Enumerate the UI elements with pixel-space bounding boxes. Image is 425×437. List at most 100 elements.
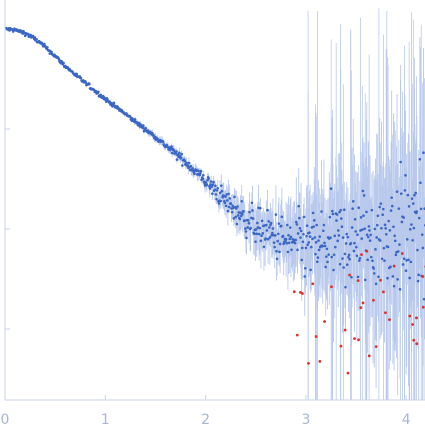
data-point xyxy=(374,282,378,286)
data-point xyxy=(403,189,407,192)
outlier-point xyxy=(374,345,378,349)
data-point xyxy=(388,229,392,232)
data-point xyxy=(139,123,143,126)
data-point xyxy=(390,196,393,199)
data-point xyxy=(383,223,387,227)
data-point xyxy=(407,205,411,208)
data-point xyxy=(229,202,233,205)
data-point xyxy=(338,210,341,214)
data-point xyxy=(288,237,292,241)
data-point xyxy=(199,172,202,175)
data-point xyxy=(384,232,388,236)
x-tick-label: 1 xyxy=(101,412,110,428)
data-point xyxy=(209,180,213,183)
data-point xyxy=(220,189,224,193)
outlier-point xyxy=(388,318,391,322)
data-point xyxy=(262,245,266,249)
data-point xyxy=(170,151,174,155)
data-point xyxy=(351,207,354,210)
data-point xyxy=(399,192,403,195)
data-point xyxy=(369,233,372,237)
data-point xyxy=(414,191,417,195)
data-point xyxy=(179,156,183,160)
data-point xyxy=(413,193,416,197)
data-point xyxy=(308,235,312,238)
data-point xyxy=(342,266,345,269)
data-point xyxy=(329,236,332,240)
data-point xyxy=(125,112,128,115)
data-point xyxy=(296,248,299,252)
data-point xyxy=(375,236,378,239)
data-point xyxy=(202,173,205,177)
data-point xyxy=(170,145,173,148)
data-point xyxy=(275,249,278,253)
data-point xyxy=(268,226,271,229)
data-point xyxy=(265,229,269,232)
data-point xyxy=(368,239,372,242)
data-point xyxy=(240,199,244,203)
data-point xyxy=(226,199,229,202)
data-point xyxy=(417,273,420,277)
outlier-point xyxy=(365,249,369,253)
outlier-point xyxy=(421,275,425,278)
data-point xyxy=(286,223,289,227)
data-point xyxy=(328,215,332,219)
data-point xyxy=(277,222,281,225)
data-point xyxy=(340,225,344,229)
data-point xyxy=(218,191,222,195)
data-point xyxy=(248,210,251,214)
data-point xyxy=(228,197,232,200)
data-point xyxy=(224,195,227,198)
data-point xyxy=(397,207,401,210)
data-point xyxy=(302,215,306,219)
data-point xyxy=(404,174,407,177)
data-point xyxy=(50,50,53,54)
data-point xyxy=(347,255,350,259)
data-point xyxy=(156,137,160,141)
data-point xyxy=(264,237,268,240)
data-point xyxy=(419,181,422,185)
data-point xyxy=(293,241,297,245)
data-point xyxy=(265,223,268,227)
data-point xyxy=(418,157,422,161)
data-point xyxy=(224,204,228,208)
data-point xyxy=(353,218,357,221)
data-point xyxy=(271,227,275,230)
data-point xyxy=(300,258,304,262)
data-point xyxy=(412,226,416,230)
data-point xyxy=(43,42,46,46)
outlier-point xyxy=(415,316,418,320)
data-point xyxy=(287,234,290,237)
data-point xyxy=(295,223,299,226)
data-point xyxy=(333,234,336,238)
data-point xyxy=(172,149,176,152)
data-point xyxy=(217,202,221,205)
data-point xyxy=(390,204,394,208)
data-point xyxy=(269,221,273,225)
data-point xyxy=(317,239,320,242)
outlier-point xyxy=(323,320,326,323)
data-point xyxy=(258,226,262,230)
outlier-point xyxy=(357,338,360,342)
data-point xyxy=(324,265,327,269)
data-point xyxy=(353,241,356,245)
data-point xyxy=(181,164,184,167)
data-point xyxy=(255,232,259,236)
data-point xyxy=(267,220,271,223)
x-tick-label: 2 xyxy=(201,412,210,428)
data-point xyxy=(422,151,425,155)
data-point xyxy=(416,279,420,283)
data-point xyxy=(389,265,392,269)
data-point xyxy=(382,246,386,250)
data-point xyxy=(374,248,377,251)
data-point xyxy=(317,248,321,252)
data-point xyxy=(339,208,342,212)
data-point xyxy=(335,219,338,222)
data-point xyxy=(207,177,211,180)
data-point xyxy=(313,236,317,239)
data-point xyxy=(408,276,411,280)
data-point xyxy=(405,238,409,241)
data-point xyxy=(254,240,257,243)
outlier-point xyxy=(348,273,351,277)
outlier-point xyxy=(301,292,304,295)
